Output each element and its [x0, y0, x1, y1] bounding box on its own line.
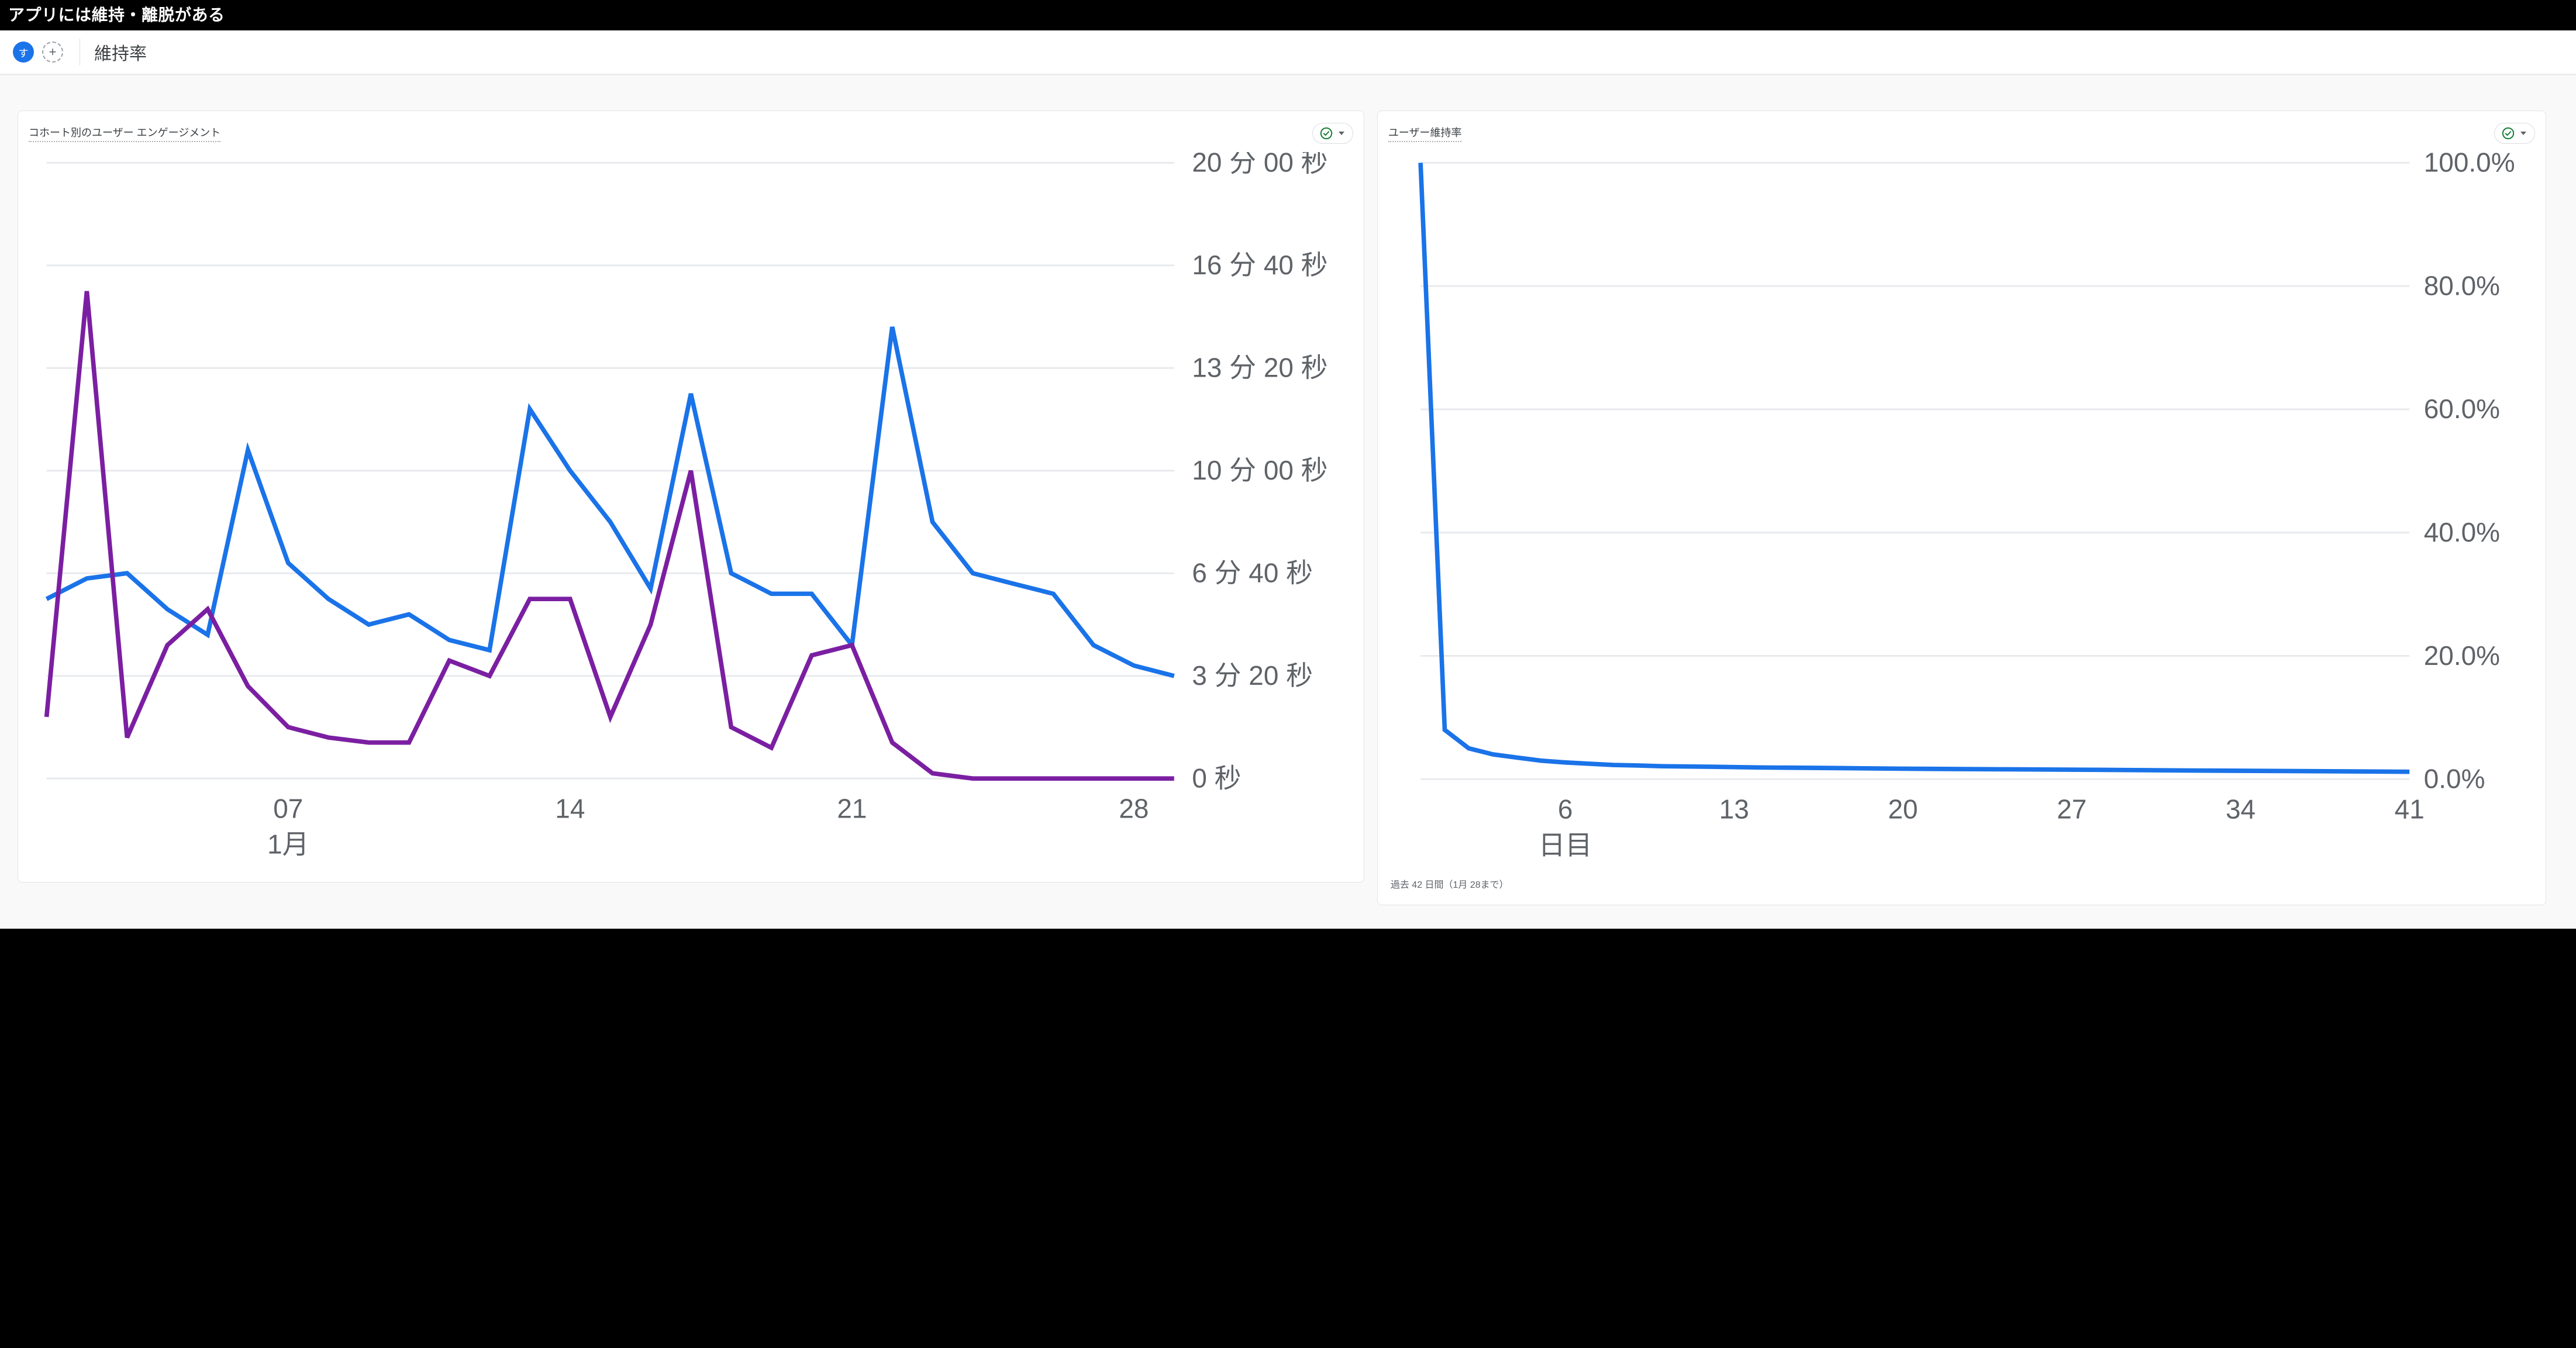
overlay-heading: アプリには維持・離脱がある: [0, 0, 2576, 30]
svg-text:07: 07: [273, 794, 303, 824]
check-circle-icon: [2502, 127, 2515, 140]
add-comparison-button[interactable]: +: [42, 42, 63, 63]
svg-text:10 分 00 秒: 10 分 00 秒: [1192, 455, 1327, 485]
chevron-down-icon: [2520, 132, 2526, 135]
svg-text:6 分 40 秒: 6 分 40 秒: [1192, 558, 1313, 588]
check-circle-icon: [1320, 127, 1333, 140]
card-title: コホート別のユーザー エンゲージメント: [29, 125, 220, 142]
svg-text:41: 41: [2395, 794, 2425, 825]
svg-text:20: 20: [1888, 794, 1918, 825]
chevron-down-icon: [1339, 132, 1344, 135]
card-header: ユーザー維持率: [1388, 123, 2535, 144]
card-footnote: 過去 42 日間（1月 28まで）: [1388, 877, 2535, 891]
svg-text:3 分 20 秒: 3 分 20 秒: [1192, 660, 1313, 691]
engagement-chart: 0 秒 3 分 20 秒 6 分 40 秒 10 分 00 秒 13 分 20 秒 16 …: [29, 152, 1353, 868]
user-chip[interactable]: す: [13, 42, 34, 63]
card-retention: ユーザー維持率 0.0% 20.0% 40.0% 60.0% 80.0% 100.0% 6 1…: [1377, 111, 2546, 905]
svg-text:60.0%: 60.0%: [2424, 394, 2500, 424]
content-area: コホート別のユーザー エンゲージメント 0 秒 3 分 20 秒 6 分 40 秒 1…: [0, 75, 2576, 929]
svg-text:20.0%: 20.0%: [2424, 640, 2500, 671]
svg-text:34: 34: [2226, 794, 2256, 825]
svg-text:100.0%: 100.0%: [2424, 152, 2515, 178]
card-header: コホート別のユーザー エンゲージメント: [29, 123, 1353, 144]
svg-text:日目: 日目: [1539, 830, 1592, 860]
card-status-pill[interactable]: [2494, 123, 2535, 144]
svg-text:16 分 40 秒: 16 分 40 秒: [1192, 250, 1327, 280]
svg-text:6: 6: [1558, 794, 1573, 825]
svg-text:21: 21: [837, 794, 867, 824]
svg-text:0.0%: 0.0%: [2424, 764, 2485, 794]
app-shell: す + 維持率 コホート別のユーザー エンゲージメント 0 秒 3 分 20 秒 6…: [0, 30, 2576, 929]
card-title: ユーザー維持率: [1388, 125, 1462, 142]
svg-text:1月: 1月: [267, 829, 309, 860]
card-status-pill[interactable]: [1312, 123, 1353, 144]
topbar: す + 維持率: [0, 30, 2576, 75]
svg-text:28: 28: [1119, 794, 1149, 824]
svg-text:40.0%: 40.0%: [2424, 517, 2500, 547]
svg-text:13: 13: [1719, 794, 1749, 825]
svg-text:13 分 20 秒: 13 分 20 秒: [1192, 353, 1327, 383]
svg-text:27: 27: [2057, 794, 2087, 825]
svg-text:0 秒: 0 秒: [1192, 763, 1241, 794]
page-title: 維持率: [94, 39, 147, 65]
svg-text:14: 14: [555, 794, 585, 824]
svg-text:20 分 00 秒: 20 分 00 秒: [1192, 152, 1327, 178]
card-engagement: コホート別のユーザー エンゲージメント 0 秒 3 分 20 秒 6 分 40 秒 1…: [18, 111, 1364, 882]
svg-text:80.0%: 80.0%: [2424, 270, 2500, 301]
retention-chart: 0.0% 20.0% 40.0% 60.0% 80.0% 100.0% 6 13 20 27 34 4…: [1388, 152, 2535, 868]
